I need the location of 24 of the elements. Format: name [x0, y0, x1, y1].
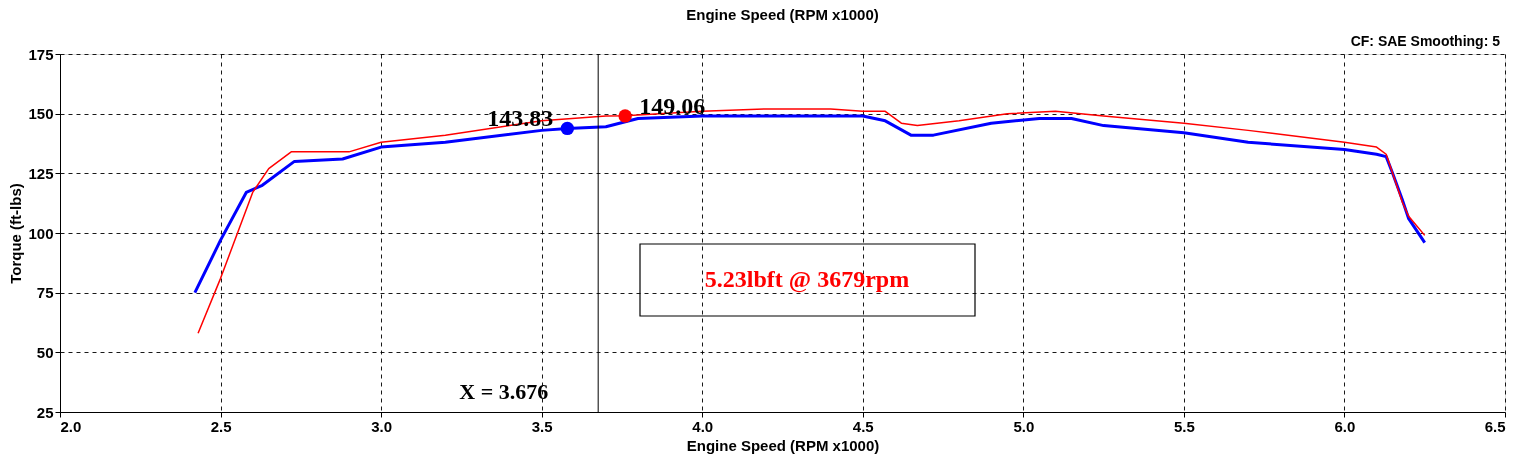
- text: CF: SAE Smoothing: 5: [1350, 33, 1501, 49]
- y-tick-label: 125: [28, 164, 54, 182]
- x-tick-label: 3.5: [531, 417, 553, 435]
- chart-title: Engine Speed (RPM x1000): [686, 6, 879, 23]
- x-tick-label: 4.0: [692, 417, 714, 435]
- x-tick-label: 5.5: [1173, 417, 1195, 435]
- y-tick-label: 75: [36, 284, 54, 302]
- ref-line-label: X = 3.676: [459, 379, 549, 404]
- x-tick-label: 5.0: [1013, 417, 1035, 435]
- x-tick-label: 2.0: [60, 417, 82, 435]
- y-tick-label: 50: [36, 343, 54, 361]
- x-tick-label: 4.5: [852, 417, 874, 435]
- y-tick-label: 25: [36, 403, 54, 421]
- annotation: 149.06: [639, 92, 706, 119]
- x-tick-label: 3.0: [371, 417, 393, 435]
- y-axis-title: Torque (ft-lbs): [7, 183, 25, 284]
- y-tick-label: 175: [28, 45, 54, 63]
- x-tick-label: 6.0: [1334, 417, 1356, 435]
- y-tick-label: 150: [28, 105, 54, 123]
- y-tick-label: 100: [28, 224, 54, 242]
- x-tick-label: 2.5: [210, 417, 232, 435]
- x-axis-title: Engine Speed (RPM x1000): [686, 436, 880, 454]
- annotation: 5.23lbft @ 3679rpm: [704, 266, 910, 293]
- x-tick-label: 6.5: [1484, 417, 1506, 435]
